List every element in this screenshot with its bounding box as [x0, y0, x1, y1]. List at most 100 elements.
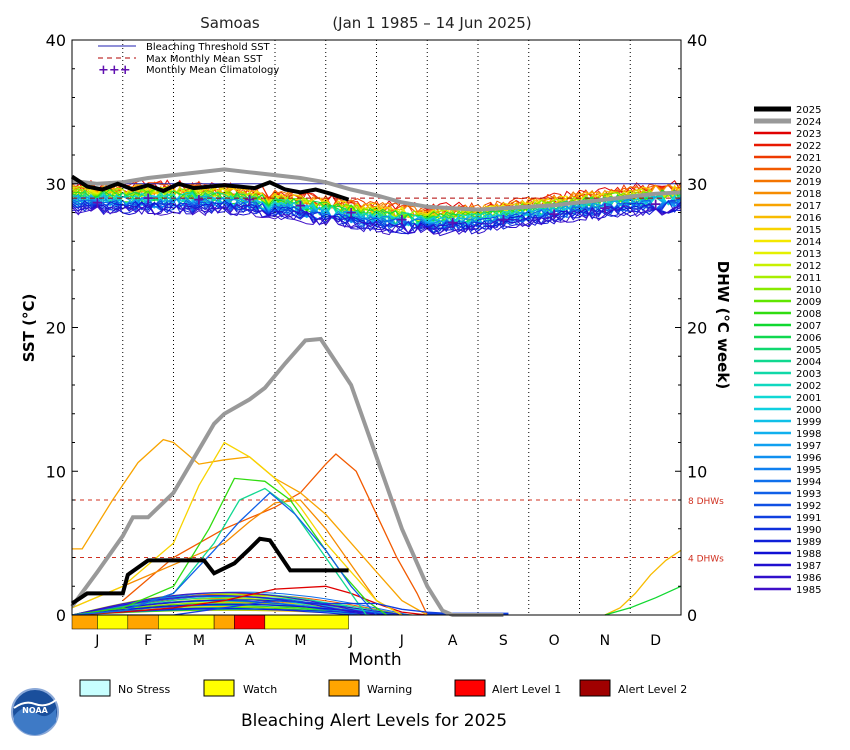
dhw-line-2023_late — [604, 585, 682, 616]
y-tick-label-right: 30 — [687, 175, 707, 194]
x-axis-label: Month — [348, 650, 401, 670]
month-tick-label: D — [650, 633, 661, 649]
y-tick-label-right: 10 — [687, 462, 707, 481]
year-legend-label-1986: 1986 — [796, 573, 821, 584]
climatology-marker: + — [446, 214, 459, 232]
year-legend-label-1991: 1991 — [796, 513, 821, 524]
alert-label-level2: Alert Level 2 — [618, 683, 687, 696]
year-legend-label-2022: 2022 — [796, 141, 821, 152]
dhw-line-2024 — [70, 336, 504, 617]
climatology-marker: + — [345, 204, 358, 222]
alert-label-warning: Warning — [367, 683, 412, 696]
year-legend-label-2021: 2021 — [796, 153, 821, 164]
year-legend-label-2004: 2004 — [796, 357, 821, 368]
climatology-marker: + — [599, 199, 612, 217]
dhw-reference-label: 8 DHWs — [688, 497, 724, 507]
y-tick-label-left: 30 — [46, 175, 66, 194]
year-legend-label-2002: 2002 — [796, 381, 821, 392]
year-legend-label-2024: 2024 — [796, 117, 821, 128]
climatology-marker: + — [294, 196, 307, 214]
year-legend-label-1997: 1997 — [796, 441, 821, 452]
year-legend-label-1990: 1990 — [796, 525, 821, 536]
dhw-line-2016_late — [604, 549, 682, 616]
alert-strip — [71, 614, 349, 630]
alert-label-no-stress: No Stress — [118, 683, 171, 696]
year-legend-label-1992: 1992 — [796, 501, 821, 512]
year-legend-label-1999: 1999 — [796, 417, 821, 428]
alert-strip-segment — [97, 614, 129, 630]
year-legend-label-1994: 1994 — [796, 477, 821, 488]
month-tick-label: F — [144, 633, 152, 649]
year-legend-label-2009: 2009 — [796, 297, 821, 308]
year-legend-label-2025: 2025 — [796, 105, 821, 116]
alert-strip-segment — [71, 614, 98, 630]
month-tick-label: M — [193, 633, 205, 649]
month-gridlines — [122, 40, 631, 615]
year-legend-label-2013: 2013 — [796, 249, 821, 260]
chart-title: Samoas — [200, 14, 260, 32]
month-tick-label: M — [294, 633, 306, 649]
plot-legend: Bleaching Threshold SST Max Monthly Mean… — [98, 42, 279, 78]
month-tick-label: N — [600, 633, 610, 649]
alert-label-watch: Watch — [243, 683, 277, 696]
year-legend-label-2001: 2001 — [796, 393, 821, 404]
year-legend-label-1987: 1987 — [796, 561, 821, 572]
year-legend-label-2018: 2018 — [796, 189, 821, 200]
year-legend-label-1985: 1985 — [796, 585, 821, 596]
month-tick-label: S — [499, 633, 508, 649]
chart-date-range: (Jan 1 1985 – 14 Jun 2025) — [332, 14, 531, 32]
alert-swatch-warning — [328, 679, 360, 697]
sst-line-2024 — [71, 167, 682, 212]
year-legend-label-2016: 2016 — [796, 213, 821, 224]
dhw-reference-label: 4 DHWs — [688, 555, 724, 565]
alert-swatch-level1 — [454, 679, 486, 697]
year-legend-label-2008: 2008 — [796, 309, 821, 320]
sst-line-2025 — [70, 174, 350, 202]
alert-strip-segment — [264, 614, 349, 630]
climatology-marker: + — [142, 189, 155, 207]
noaa-logo: NOAA — [11, 688, 59, 736]
year-legend-label-2019: 2019 — [796, 177, 821, 188]
year-legend-label-2023: 2023 — [796, 129, 821, 140]
dhw-line-2015 — [71, 441, 403, 616]
month-tick-label: A — [448, 633, 458, 649]
legend-mmm-label: Max Monthly Mean SST — [146, 54, 263, 65]
alert-strip-segment — [158, 614, 215, 630]
legend-clim-label: Monthly Mean Climatology — [146, 65, 279, 76]
year-legend-label-1993: 1993 — [796, 489, 821, 500]
climatology-marker: + — [396, 211, 409, 229]
year-legend-label-2006: 2006 — [796, 333, 821, 344]
month-tick-label: A — [245, 633, 255, 649]
y-tick-label-left: 10 — [46, 462, 66, 481]
year-legend-label-2000: 2000 — [796, 405, 821, 416]
alert-label-level1: Alert Level 1 — [492, 683, 561, 696]
legend-threshold-label: Bleaching Threshold SST — [146, 42, 271, 53]
alert-legend: No Stress Watch Warning Alert Level 1 Al… — [79, 679, 687, 697]
y-tick-label-right: 20 — [687, 319, 707, 338]
alert-strip-segment — [234, 614, 266, 630]
climatology-marker: + — [548, 205, 561, 223]
year-legend-label-2014: 2014 — [796, 237, 821, 248]
month-tick-label: J — [348, 633, 353, 649]
year-legend-label-2011: 2011 — [796, 273, 821, 284]
legend-clim-marker: +++ — [98, 63, 131, 78]
dhw-line-2009 — [71, 477, 388, 616]
year-legend-label-2020: 2020 — [796, 165, 821, 176]
y-axis-label-right: DHW (°C week) — [714, 261, 732, 389]
year-legend-label-2012: 2012 — [796, 261, 821, 272]
year-legend-label-1996: 1996 — [796, 453, 821, 464]
year-legend-label-2010: 2010 — [796, 285, 821, 296]
alert-strip-segment — [127, 614, 159, 630]
year-legend-label-1989: 1989 — [796, 537, 821, 548]
year-legend-label-2005: 2005 — [796, 345, 821, 356]
y-tick-label-left: 0 — [56, 606, 66, 625]
alert-legend-title: Bleaching Alert Levels for 2025 — [241, 711, 507, 731]
climatology-marker: + — [243, 191, 256, 209]
axes: 0 0 10 10 20 20 30 30 40 40 J F M A M J J A S O N D — [46, 31, 708, 649]
sst-trace-1996 — [71, 196, 682, 231]
year-legend-label-2015: 2015 — [796, 225, 821, 236]
dhw-line-2017 — [72, 438, 428, 616]
year-legend-label-2007: 2007 — [796, 321, 821, 332]
dhw-line-2018 — [71, 499, 403, 616]
